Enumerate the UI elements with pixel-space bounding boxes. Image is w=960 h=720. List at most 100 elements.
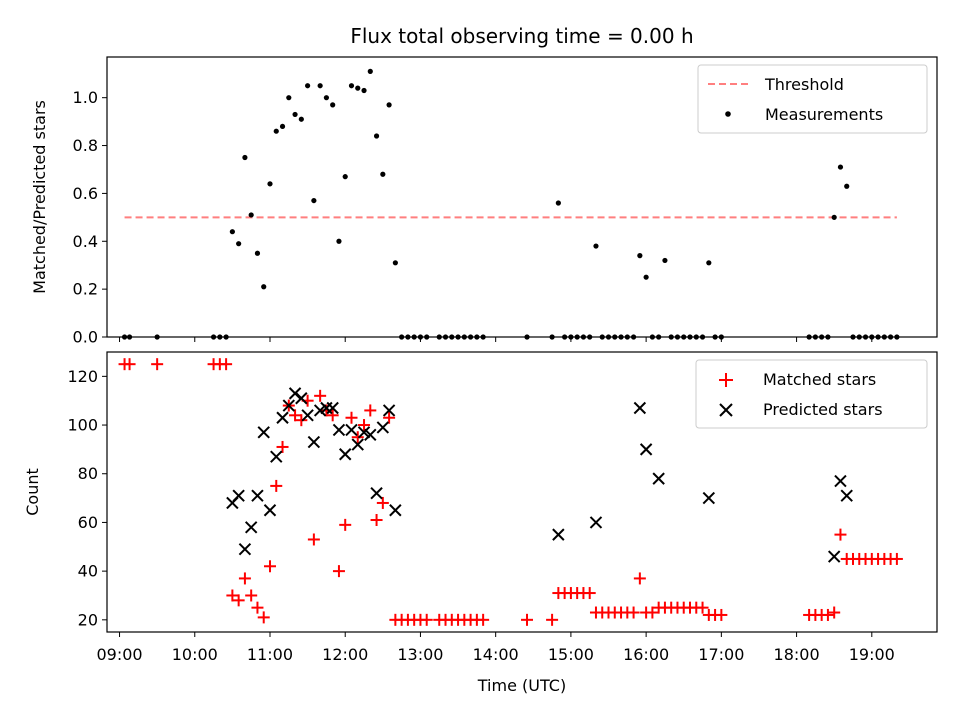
matched-star-point bbox=[257, 611, 270, 624]
measurement-point bbox=[154, 334, 160, 340]
measurement-point bbox=[217, 334, 223, 340]
predicted-star-point bbox=[263, 504, 277, 517]
matched-star-point bbox=[270, 479, 283, 492]
predicted-star-point bbox=[276, 411, 289, 424]
legend-predicted-label: Predicted stars bbox=[763, 400, 883, 419]
matched-star-point bbox=[238, 572, 251, 585]
measurement-point bbox=[311, 197, 317, 204]
measurement-point bbox=[367, 68, 373, 74]
measurement-point bbox=[474, 334, 480, 340]
legend-matched-label: Matched stars bbox=[763, 370, 876, 389]
y-tick-label: 0.2 bbox=[73, 280, 98, 299]
bottom-legend: Matched stars Predicted stars bbox=[695, 359, 928, 429]
measurement-point bbox=[549, 334, 555, 340]
measurement-point bbox=[699, 334, 706, 340]
matched-star-point bbox=[263, 560, 276, 573]
matched-star-point bbox=[477, 613, 490, 626]
measurement-point bbox=[580, 334, 587, 340]
y-tick-label: 0.6 bbox=[73, 184, 98, 203]
measurement-point bbox=[656, 334, 662, 340]
measurement-point bbox=[844, 183, 850, 189]
y-tick-label: 80 bbox=[78, 464, 98, 483]
x-tick-label: 09:00 bbox=[96, 645, 142, 664]
measurement-point bbox=[317, 83, 323, 89]
measurement-point bbox=[524, 334, 530, 340]
predicted-star-point bbox=[834, 474, 847, 488]
measurement-point bbox=[674, 334, 681, 340]
legend-threshold-label: Threshold bbox=[764, 75, 844, 94]
predicted-star-point bbox=[351, 438, 364, 451]
measurement-point bbox=[461, 334, 467, 340]
measurement-point bbox=[712, 334, 718, 340]
matched-star-point bbox=[232, 594, 245, 607]
measurement-point bbox=[643, 274, 649, 280]
measurement-point bbox=[894, 334, 900, 340]
measurement-point bbox=[831, 214, 837, 220]
measurement-point bbox=[649, 334, 655, 340]
x-tick-label: 18:00 bbox=[774, 645, 820, 664]
measurement-point bbox=[825, 334, 831, 340]
top-y-axis: 0.0 0.2 0.4 0.6 0.8 1.0 bbox=[73, 88, 107, 347]
measurement-point bbox=[399, 334, 405, 340]
measurement-point bbox=[223, 334, 229, 340]
matched-star-point bbox=[339, 518, 352, 531]
matched-star-point bbox=[696, 601, 709, 614]
measurement-point bbox=[668, 334, 674, 340]
measurement-point bbox=[323, 95, 330, 101]
measurement-point bbox=[424, 334, 430, 340]
x-tick-label: 10:00 bbox=[172, 645, 218, 664]
bottom-y-axis: 20 40 60 80 100 120 bbox=[67, 367, 107, 629]
predicted-star-point bbox=[364, 428, 377, 441]
matched-star-point bbox=[345, 411, 358, 424]
bottom-y-axis-label: Count bbox=[23, 468, 42, 516]
measurement-point bbox=[267, 181, 273, 187]
predicted-star-point bbox=[633, 401, 647, 415]
matched-star-point bbox=[326, 409, 339, 422]
y-tick-label: 20 bbox=[78, 610, 98, 629]
measurement-point bbox=[480, 334, 486, 340]
predicted-star-point bbox=[552, 528, 565, 541]
bottom-plot-panel: 20 40 60 80 100 120 09:00 10:00 11:00 12:00 13:00… bbox=[23, 351, 938, 695]
top-legend-frame bbox=[697, 64, 928, 134]
measurement-point bbox=[126, 334, 133, 340]
predicted-star-point bbox=[652, 472, 665, 485]
matched-star-point bbox=[715, 608, 728, 621]
measurement-point bbox=[305, 83, 311, 89]
x-tick-label: 14:00 bbox=[473, 645, 519, 664]
measurement-point bbox=[229, 229, 235, 235]
x-tick-label: 11:00 bbox=[247, 645, 293, 664]
predicted-star-point bbox=[238, 543, 252, 556]
matched-star-point bbox=[633, 572, 646, 585]
measurement-point bbox=[242, 154, 248, 161]
measurement-point bbox=[850, 334, 856, 340]
matched-star-point bbox=[251, 601, 264, 614]
measurement-point bbox=[336, 238, 342, 244]
legend-measurements-label: Measurements bbox=[765, 105, 883, 124]
measurement-point bbox=[330, 102, 336, 108]
matched-star-point bbox=[627, 606, 640, 619]
matched-star-point bbox=[307, 533, 320, 546]
measurement-point bbox=[342, 174, 348, 180]
measurement-point bbox=[618, 334, 624, 340]
measurement-point bbox=[467, 334, 474, 340]
legend-measurements-marker bbox=[725, 111, 731, 117]
measurement-point bbox=[593, 243, 599, 249]
matched-star-point bbox=[351, 431, 364, 444]
measurement-point bbox=[273, 128, 279, 134]
measurement-point bbox=[411, 334, 417, 340]
matched-star-point bbox=[370, 514, 383, 526]
measurement-point bbox=[624, 334, 630, 340]
measurement-point bbox=[261, 284, 267, 290]
measurement-point bbox=[292, 111, 298, 118]
measurement-point bbox=[121, 334, 128, 340]
predicted-star-point bbox=[295, 392, 308, 405]
y-tick-label: 0.4 bbox=[73, 232, 98, 251]
x-tick-label: 12:00 bbox=[322, 645, 368, 664]
x-tick-label: 15:00 bbox=[548, 645, 594, 664]
predicted-star-point bbox=[345, 423, 358, 437]
matched-star-point bbox=[276, 440, 289, 453]
measurement-point bbox=[693, 334, 699, 340]
measurement-point bbox=[298, 116, 304, 122]
measurement-point bbox=[361, 87, 367, 94]
top-plot-marks bbox=[121, 68, 900, 340]
